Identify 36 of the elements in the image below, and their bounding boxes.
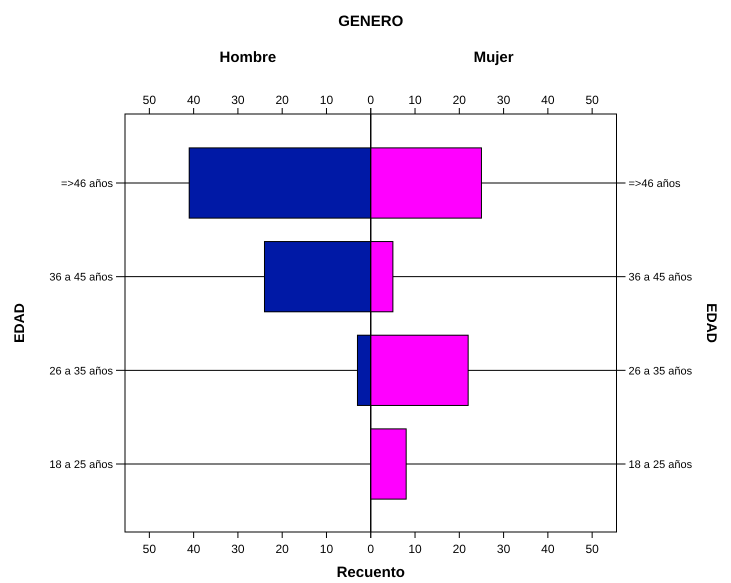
x2-tick-label: 30: [231, 542, 245, 556]
x-tick-label: 20: [276, 93, 290, 107]
x-tick-label: 10: [408, 93, 422, 107]
x2-tick-label: 50: [585, 542, 600, 556]
y-tick-label: 36 a 45 años: [628, 272, 693, 284]
y-axis-title: EDAD: [11, 303, 27, 343]
x2-tick-label: 10: [320, 542, 334, 556]
y-tick-label: 36 a 45 años: [49, 272, 114, 284]
x2-tick-label: 20: [276, 542, 290, 556]
chart-title: Mujer: [474, 49, 514, 66]
x-tick-label: 50: [142, 93, 156, 107]
x2-tick-label: 10: [408, 542, 422, 556]
x2-tick-label: 50: [142, 542, 156, 556]
x2-tick-label: 40: [541, 542, 555, 556]
y-tick-label: 26 a 35 años: [49, 365, 114, 378]
x-tick-label: 40: [186, 93, 201, 107]
y-tick-label: =>46 años: [628, 178, 681, 190]
y-tick-label: =>46 años: [61, 178, 114, 190]
y-tick-label: 18 a 25 años: [49, 459, 114, 471]
x-tick-label: 30: [231, 93, 245, 107]
x-tick-label: 20: [452, 93, 466, 107]
x2-tick-label: 20: [452, 542, 466, 556]
x2-tick-label: 30: [496, 542, 511, 556]
x2-tick-label: 0: [367, 542, 374, 556]
y-axis-title: EDAD: [704, 303, 720, 343]
x-tick-label: 30: [496, 93, 511, 107]
x2-tick-label: 40: [186, 542, 201, 556]
x-tick-label: 40: [541, 93, 555, 107]
y-tick-label: 18 a 25 años: [628, 459, 693, 471]
x-tick-label: 0: [367, 93, 374, 107]
y-tick-label: 26 a 35 años: [628, 365, 693, 378]
x-axis-title: Recuento: [336, 564, 405, 581]
text: GENERO: [338, 13, 404, 30]
x-tick-label: 10: [320, 93, 334, 107]
chart-title: Hombre: [220, 49, 276, 66]
x-tick-label: 50: [585, 93, 600, 107]
